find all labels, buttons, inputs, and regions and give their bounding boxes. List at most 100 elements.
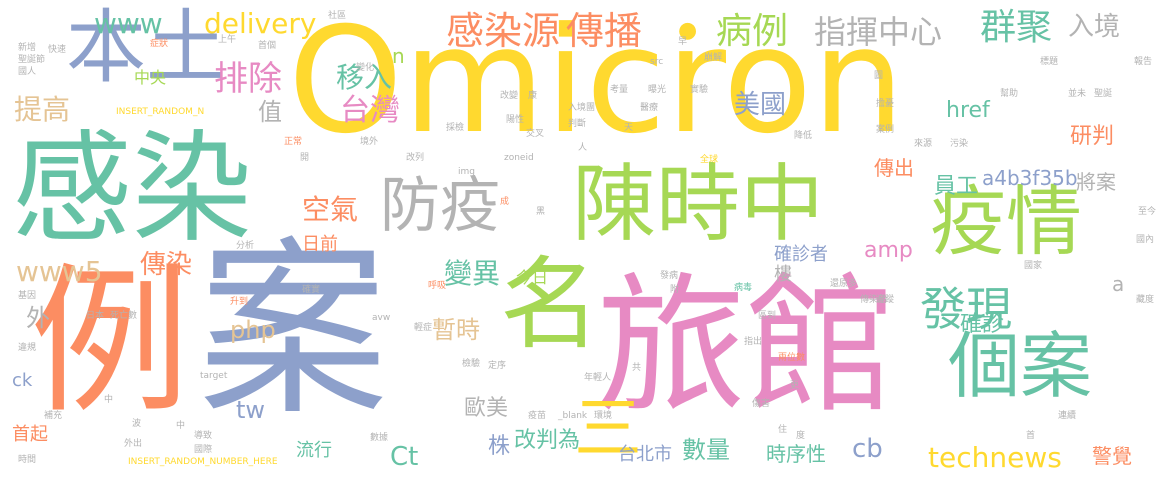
word-avw: avw <box>372 314 390 323</box>
word-zhong2: 中 <box>176 422 185 431</box>
word-meiguo: 美國 <box>734 92 786 118</box>
word-jiyin: 基因 <box>18 292 36 301</box>
word-bengjie: 崩解 <box>704 54 722 63</box>
word-zhongyang: 中央 <box>134 70 166 86</box>
word-jiamo: 黑 <box>536 208 545 217</box>
word-guoji: 國際 <box>194 446 212 455</box>
word-fenxi: 分析 <box>236 242 254 251</box>
word-yiquan: 疫苗 <box>528 412 546 421</box>
word-shanghai: 傷害 <box>752 400 770 409</box>
word-riqian: 日前 <box>302 236 338 254</box>
word-zhihuizhongxin: 指揮中心 <box>814 16 942 48</box>
word-fangyi: 防疫 <box>380 176 500 236</box>
word-href: href <box>946 100 990 122</box>
word-insert-number: INSERT_RANDOM_NUMBER_HERE <box>128 458 278 467</box>
word-an: 案 <box>198 236 388 426</box>
word-panduan: 判斷 <box>568 120 586 129</box>
word-gailie: 改列 <box>406 154 424 163</box>
word-shouwei: 兩位數 <box>778 354 805 363</box>
word-chuanran: 傳染 <box>140 252 192 278</box>
word-quezhen: 確診 <box>960 314 1004 336</box>
word-wai: 外 <box>26 306 50 330</box>
word-shui: 數據 <box>370 434 388 443</box>
word-paichu: 排除 <box>214 62 282 96</box>
word-src: src <box>650 58 663 67</box>
word-zhu2: 住 <box>778 426 787 435</box>
word-blank: _blank <box>558 412 587 421</box>
word-shengxun: 聖誕節 <box>18 56 45 65</box>
word-img: img <box>458 168 475 177</box>
word-jianyan: 檢驗 <box>462 360 480 369</box>
word-waichu: 外出 <box>124 440 142 449</box>
word-chuanbo: 傳播 <box>566 12 642 50</box>
word-shenghu: 擔憂 <box>876 100 894 109</box>
word-tu: 圖 <box>874 72 883 81</box>
word-yuangong: 員工 <box>934 176 978 198</box>
word-technews: technews <box>928 444 1062 472</box>
word-haiwai: 還原多 <box>830 280 857 289</box>
word-a4b3f35b: a4b3f35b <box>982 168 1078 188</box>
word-tw: tw <box>236 398 265 422</box>
word-php: php <box>230 318 276 342</box>
word-huxi: 呼吸 <box>428 282 446 291</box>
word-www: www <box>94 10 163 38</box>
word-lou: 樓 <box>774 266 792 284</box>
word-fu: 附 <box>670 286 679 295</box>
word-amp: amp <box>864 240 913 262</box>
word-chuanchu: 傳出 <box>874 158 914 178</box>
word-rujingzhe: 入境團 <box>568 104 595 113</box>
word-anli: 案例 <box>876 126 894 135</box>
word-yangxing: 陽性 <box>506 116 524 125</box>
word-taiwan: 台灣 <box>340 96 400 126</box>
word-cheng: 成 <box>500 198 509 207</box>
word-jiangdi: 降低 <box>794 132 812 141</box>
word-shiyan: 實驗 <box>690 86 708 95</box>
word-caijian: 採檢 <box>446 124 464 133</box>
word-bianhua: 變化 <box>356 64 374 73</box>
word-insert-random-n: INSERT_RANDOM_N <box>116 108 204 117</box>
word-biaoti: 標題 <box>1040 58 1058 67</box>
word-bingli: 病例 <box>716 14 788 50</box>
word-jinri: 今日 <box>516 270 548 286</box>
word-Ct: Ct <box>390 444 418 470</box>
word-zhu: 株 <box>488 436 510 458</box>
word-geng: 更 <box>790 382 799 391</box>
word-zhi: 值 <box>258 100 282 124</box>
word-quezhenzhe: 確診者 <box>774 246 828 264</box>
word-kai: 開 <box>300 154 309 163</box>
word-zhiliao: 幫助 <box>1000 90 1018 99</box>
word-oumei: 歐美 <box>464 398 508 420</box>
word-kuaisu: 快速 <box>48 46 66 55</box>
word-yiliao: 輕症 <box>414 324 432 333</box>
word-shixuxing: 時序性 <box>766 444 826 464</box>
word-kongqi: 空氣 <box>302 196 358 224</box>
word-jingwai: 境外 <box>360 138 378 147</box>
word-xinzeng: 新增 <box>18 44 36 53</box>
word-yongxing: 發病 <box>660 272 678 281</box>
word-xiaozhi: 藏度 <box>1136 296 1154 305</box>
word-zhengzhuang: 症狀 <box>150 40 168 49</box>
word-yishi: 醫療 <box>640 104 658 113</box>
word-shouri: 首個 <box>258 42 276 51</box>
word-lianhui: 違規 <box>18 344 36 353</box>
word-zhengshi: 正常 <box>284 138 302 147</box>
word-shuliang: 數量 <box>682 438 730 462</box>
word-taibeishi: 台北市 <box>618 446 672 464</box>
word-ming: 名 <box>500 255 600 355</box>
word-shengdao: 升到 <box>230 298 248 307</box>
word-fei: 並未 <box>1068 90 1086 99</box>
word-ganranyuan: 感染源 <box>446 12 560 50</box>
word-zhida: 至今 <box>1138 208 1156 217</box>
word-shouqi: 首起 <box>12 426 48 444</box>
word-dingxu: 定序 <box>488 362 506 371</box>
word-ganran-big: 感染 <box>12 130 252 250</box>
word-baogao: 報告 <box>1134 58 1152 67</box>
word-lianjie: 連續 <box>1058 412 1076 421</box>
word-wuran: 污染 <box>950 140 968 149</box>
word-du: 度 <box>796 432 805 441</box>
word-jiaoyou: 交叉 <box>526 130 544 139</box>
word-shangwu: 上午 <box>218 36 236 45</box>
word-sisiwang: 死亡數 <box>110 312 137 321</box>
word-guojia: 國家 <box>1024 262 1042 271</box>
